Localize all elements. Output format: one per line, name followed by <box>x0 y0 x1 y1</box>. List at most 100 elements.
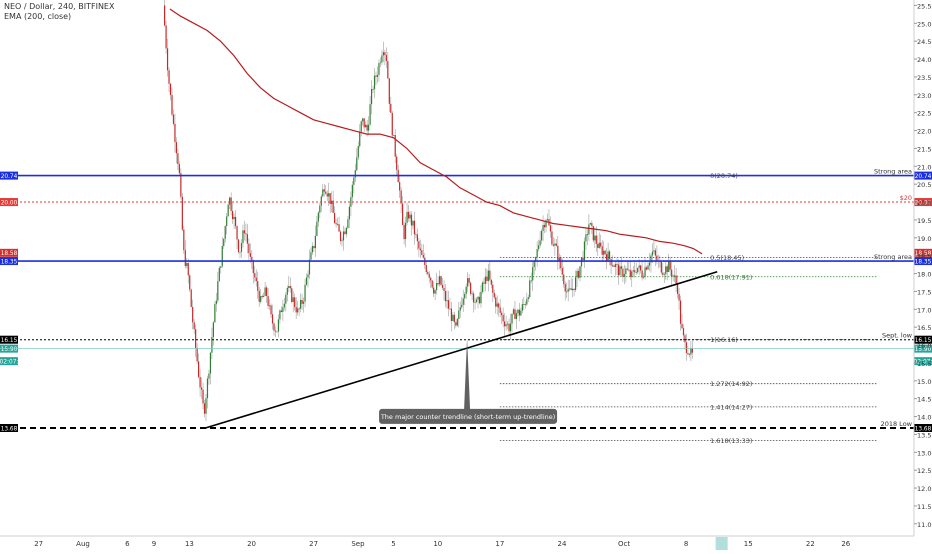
candle-body <box>481 282 484 292</box>
candle-body <box>292 297 294 302</box>
candle-body <box>264 287 266 296</box>
candle-body <box>350 197 352 207</box>
candle-body <box>660 261 662 273</box>
strong-area-top-price-tag-text: 20.74 <box>915 174 932 180</box>
candle-body <box>232 210 234 220</box>
price-tick-label: 11.50 <box>917 503 932 511</box>
price-tick-label: 23.50 <box>917 74 932 82</box>
candle-body <box>452 314 454 321</box>
candle-body <box>611 265 614 267</box>
candle-body <box>164 5 166 26</box>
price-tick-label: 25.00 <box>917 20 932 28</box>
price-tick-label: 25.50 <box>917 2 932 10</box>
candle-body <box>409 214 411 219</box>
strong-area-bottom-price-tag <box>914 257 932 266</box>
candle-body <box>288 285 290 288</box>
candle-body <box>384 52 386 56</box>
price-tick-label: 16.00 <box>917 342 932 350</box>
candle-body <box>598 242 600 248</box>
candle-body <box>165 25 167 49</box>
candle-body <box>393 135 395 136</box>
candle-body <box>579 266 581 278</box>
candle-body <box>552 244 555 246</box>
low-2018-label: 2018 Low <box>881 420 913 428</box>
candle-body <box>295 306 297 313</box>
candle-body <box>436 283 438 291</box>
time-tick-label: 27 <box>34 540 43 548</box>
candle-body <box>274 330 277 332</box>
fib-level-label: 1.618(13.33) <box>710 437 752 445</box>
candle-body <box>631 271 633 278</box>
time-tick-label: 10 <box>433 540 442 548</box>
candle-body <box>613 265 615 267</box>
candle-body <box>592 225 594 241</box>
extra-price-tag <box>914 344 932 353</box>
candle-body <box>251 256 253 261</box>
candle-body <box>311 246 314 253</box>
level-20-price-tag-text: 20.00 <box>915 200 932 206</box>
low-2018-price-tag-text: 13.68 <box>915 426 932 432</box>
candle-body <box>234 216 237 227</box>
major-counter-trendline[interactable] <box>205 271 718 429</box>
sept-low-label: Sept. low <box>882 332 913 340</box>
candle-body <box>372 88 374 90</box>
time-tick-label: 24 <box>558 540 567 548</box>
low-2018-price-tag <box>914 424 932 432</box>
ema-200-line <box>169 8 703 255</box>
candle-body <box>467 278 469 287</box>
candle-body <box>433 287 435 294</box>
candle-body <box>668 261 670 273</box>
candle-body <box>634 270 636 273</box>
candle-body <box>520 310 522 316</box>
candle-body <box>588 224 590 235</box>
candle-body <box>345 227 348 235</box>
candle-body <box>301 299 303 304</box>
candle-body <box>607 251 609 261</box>
candle-body <box>573 288 575 291</box>
strong-area-top-price-tag <box>0 171 18 180</box>
candle-body <box>524 303 526 305</box>
candle-body <box>576 270 578 278</box>
candle-body <box>277 319 280 332</box>
candle-body <box>656 255 658 261</box>
candle-body <box>370 88 373 105</box>
candle-body <box>506 323 509 325</box>
candle-body <box>248 243 250 254</box>
price-tick-label: 17.00 <box>917 306 932 314</box>
candle-body <box>230 197 232 211</box>
time-tick-label: 27 <box>309 540 318 548</box>
candle-body <box>196 347 198 362</box>
candle-body <box>430 277 432 281</box>
fibonacci-layer: 0(20.74) 0.5(18.45) 0.618(17.91) 1(16.16) 1.… <box>499 172 877 445</box>
candle-body <box>394 135 396 157</box>
candle-body <box>629 270 631 278</box>
candle-body <box>190 289 192 307</box>
candle-body <box>504 321 506 327</box>
candle-body <box>347 219 349 228</box>
candle-body <box>514 309 516 319</box>
candle-body <box>427 271 429 274</box>
candle-body <box>198 361 200 377</box>
candle-body <box>319 205 321 213</box>
price-tick-label: 20.50 <box>917 181 932 189</box>
candle-body <box>493 292 495 298</box>
fib-level-label: 0.618(17.91) <box>710 273 752 281</box>
candle-body <box>449 308 451 310</box>
candle-body <box>390 103 392 113</box>
candle-body <box>378 63 380 75</box>
candle-body <box>329 193 331 205</box>
price-tick-label: 19.50 <box>917 217 932 225</box>
candle-body <box>403 225 405 240</box>
candle-body <box>498 303 500 308</box>
candle-body <box>391 112 393 136</box>
candle-body <box>557 245 559 261</box>
candle-body <box>502 315 504 322</box>
candle-body <box>458 310 460 320</box>
candle-body <box>375 75 377 77</box>
candle-body <box>428 273 430 278</box>
callout-box[interactable] <box>379 408 558 424</box>
candle-body <box>632 270 634 272</box>
